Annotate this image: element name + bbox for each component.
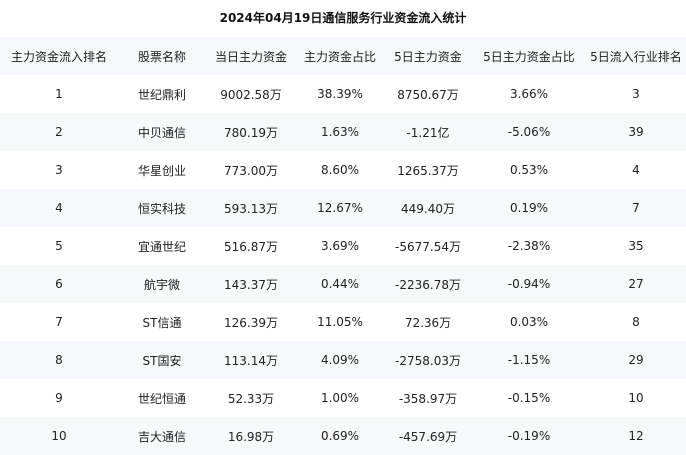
- column-header-5day-main-fund: 5日主力资金: [394, 49, 462, 64]
- column-header-daily-main-fund: 当日主力资金: [214, 49, 287, 64]
- table-row: 2 中贝通信 780.19万 1.63% -1.21亿 -5.06% 39: [0, 113, 686, 151]
- stock-name-cell: 航宇微: [143, 277, 180, 292]
- rank-cell: 5: [55, 239, 63, 253]
- 5day-industry-rank-cell: 4: [632, 163, 640, 177]
- stock-name-cell: 宜通世纪: [137, 239, 186, 254]
- daily-main-fund-cell: 773.00万: [224, 163, 278, 178]
- stock-name-cell: 世纪恒通: [137, 391, 186, 406]
- daily-main-fund-cell: 52.33万: [227, 391, 275, 406]
- rank-cell: 10: [51, 429, 67, 443]
- rank-cell: 3: [55, 163, 63, 177]
- header-row: 主力资金流入排名 股票名称 当日主力资金 主力资金占比 5日主力资金 5日主力资…: [0, 37, 686, 75]
- daily-main-fund-cell: 9002.58万: [220, 87, 282, 102]
- main-fund-ratio-cell: 4.09%: [320, 353, 360, 367]
- main-fund-ratio-cell: 0.44%: [320, 277, 360, 291]
- main-fund-ratio-cell: 1.00%: [320, 391, 360, 405]
- 5day-industry-rank-cell: 27: [628, 277, 644, 291]
- 5day-main-fund-cell: -358.97万: [398, 391, 458, 406]
- table-row: 9 世纪恒通 52.33万 1.00% -358.97万 -0.15% 10: [0, 379, 686, 417]
- stock-name-cell: 恒实科技: [137, 201, 186, 216]
- 5day-industry-rank-cell: 39: [628, 125, 644, 139]
- table-row: 7 ST信通 126.39万 11.05% 72.36万 0.03% 8: [0, 303, 686, 341]
- 5day-main-fund-ratio-cell: 0.53%: [509, 163, 549, 177]
- daily-main-fund-cell: 16.98万: [227, 429, 275, 444]
- main-fund-ratio-cell: 1.63%: [320, 125, 360, 139]
- rank-cell: 4: [55, 201, 63, 215]
- 5day-main-fund-cell: -1.21亿: [406, 125, 450, 140]
- 5day-main-fund-ratio-cell: -5.06%: [507, 125, 551, 139]
- 5day-main-fund-ratio-cell: -0.15%: [507, 391, 551, 405]
- 5day-main-fund-ratio-cell: 0.03%: [509, 315, 549, 329]
- 5day-industry-rank-cell: 3: [632, 87, 640, 101]
- 5day-main-fund-cell: 8750.67万: [397, 87, 459, 102]
- rank-cell: 2: [55, 125, 63, 139]
- 5day-main-fund-cell: -5677.54万: [395, 239, 461, 254]
- table-row: 5 宜通世纪 516.87万 3.69% -5677.54万 -2.38% 35: [0, 227, 686, 265]
- column-header-5day-main-fund-ratio: 5日主力资金占比: [483, 49, 575, 64]
- daily-main-fund-cell: 126.39万: [224, 315, 278, 330]
- rank-cell: 1: [55, 87, 63, 101]
- 5day-main-fund-ratio-cell: -2.38%: [507, 239, 551, 253]
- daily-main-fund-cell: 780.19万: [224, 125, 278, 140]
- 5day-main-fund-cell: -2236.78万: [395, 277, 461, 292]
- rank-cell: 8: [55, 353, 63, 367]
- stock-name-cell: ST信通: [142, 315, 182, 330]
- main-fund-ratio-cell: 3.69%: [320, 239, 360, 253]
- table-row: 4 恒实科技 593.13万 12.67% 449.40万 0.19% 7: [0, 189, 686, 227]
- 5day-main-fund-ratio-cell: 0.19%: [509, 201, 549, 215]
- 5day-industry-rank-cell: 7: [632, 201, 640, 215]
- column-header-main-fund-ratio: 主力资金占比: [303, 49, 376, 64]
- table-row: 10 吉大通信 16.98万 0.69% -457.69万 -0.19% 12: [0, 417, 686, 455]
- stock-name-cell: 中贝通信: [137, 125, 186, 140]
- table-row: 1 世纪鼎利 9002.58万 38.39% 8750.67万 3.66% 3: [0, 75, 686, 113]
- 5day-main-fund-cell: 72.36万: [404, 315, 452, 330]
- 5day-main-fund-cell: -2758.03万: [395, 353, 461, 368]
- 5day-main-fund-ratio-cell: -0.19%: [507, 429, 551, 443]
- rank-cell: 9: [55, 391, 63, 405]
- stock-name-cell: 华星创业: [137, 163, 186, 178]
- table-row: 6 航宇微 143.37万 0.44% -2236.78万 -0.94% 27: [0, 265, 686, 303]
- main-fund-ratio-cell: 11.05%: [317, 315, 363, 329]
- column-header-5day-industry-rank: 5日流入行业排名: [590, 49, 682, 64]
- main-fund-ratio-cell: 0.69%: [320, 429, 360, 443]
- table-row: 3 华星创业 773.00万 8.60% 1265.37万 0.53% 4: [0, 151, 686, 189]
- 5day-industry-rank-cell: 12: [628, 429, 644, 443]
- 5day-main-fund-ratio-cell: -1.15%: [507, 353, 551, 367]
- 5day-main-fund-cell: 1265.37万: [397, 163, 459, 178]
- table-title: 2024年04月19日通信服务行业资金流入统计: [219, 11, 467, 25]
- daily-main-fund-cell: 113.14万: [224, 353, 278, 368]
- stock-name-cell: 世纪鼎利: [137, 87, 186, 102]
- stock-name-cell: ST国安: [142, 353, 182, 368]
- daily-main-fund-cell: 143.37万: [224, 277, 278, 292]
- rank-cell: 6: [55, 277, 63, 291]
- stock-name-cell: 吉大通信: [137, 429, 186, 444]
- 5day-main-fund-ratio-cell: -0.94%: [507, 277, 551, 291]
- main-fund-ratio-cell: 38.39%: [317, 87, 363, 101]
- daily-main-fund-cell: 593.13万: [224, 201, 278, 216]
- column-header-stock-name: 股票名称: [137, 49, 186, 64]
- 5day-industry-rank-cell: 29: [628, 353, 644, 367]
- 5day-main-fund-ratio-cell: 3.66%: [509, 87, 549, 101]
- fund-flow-table: 主力资金流入排名 股票名称 当日主力资金 主力资金占比 5日主力资金 5日主力资…: [0, 37, 686, 455]
- main-fund-ratio-cell: 12.67%: [317, 201, 363, 215]
- 5day-industry-rank-cell: 8: [632, 315, 640, 329]
- 5day-main-fund-cell: 449.40万: [401, 201, 455, 216]
- table-row: 8 ST国安 113.14万 4.09% -2758.03万 -1.15% 29: [0, 341, 686, 379]
- column-header-rank: 主力资金流入排名: [10, 49, 107, 64]
- main-fund-ratio-cell: 8.60%: [320, 163, 360, 177]
- 5day-industry-rank-cell: 35: [628, 239, 644, 253]
- 5day-industry-rank-cell: 10: [628, 391, 644, 405]
- daily-main-fund-cell: 516.87万: [224, 239, 278, 254]
- 5day-main-fund-cell: -457.69万: [398, 429, 458, 444]
- rank-cell: 7: [55, 315, 63, 329]
